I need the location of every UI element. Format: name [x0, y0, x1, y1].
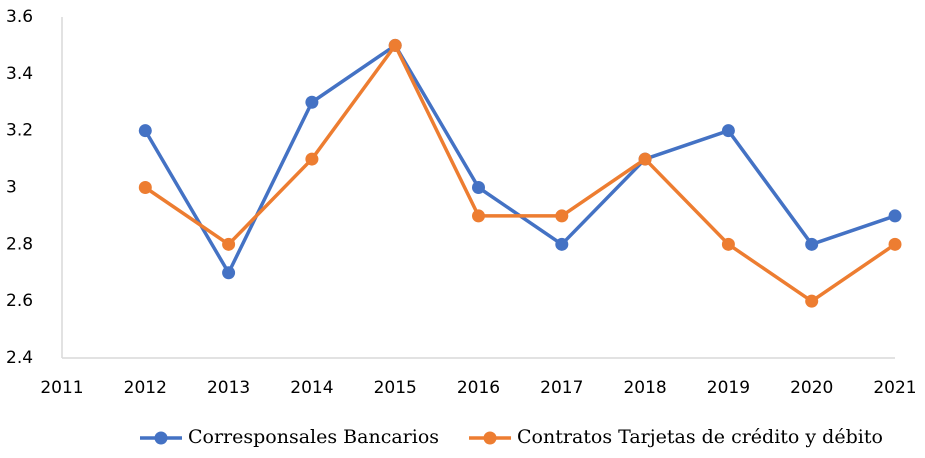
y-tick-label: 2.8: [6, 234, 33, 254]
data-point: [472, 181, 485, 194]
legend-label: Corresponsales Bancarios: [188, 426, 439, 448]
series-line: [143, 43, 896, 275]
x-tick-label: 2014: [290, 378, 333, 398]
y-tick-label: 3.4: [6, 64, 33, 84]
x-tick-label: 2017: [540, 378, 583, 398]
x-tick-label: 2020: [790, 378, 833, 398]
y-tick-label: 2.4: [6, 348, 33, 368]
x-tick-label: 2015: [374, 378, 417, 398]
data-point: [805, 294, 819, 308]
data-point: [222, 266, 236, 280]
legend-label: Contratos Tarjetas de crédito y débito: [517, 426, 883, 448]
data-point: [805, 237, 819, 251]
y-tick-label: 2.6: [6, 291, 33, 311]
data-point: [721, 124, 735, 138]
x-tick-label: 2012: [124, 378, 167, 398]
y-tick-label: 3.2: [6, 121, 33, 141]
x-tick-label: 2018: [623, 378, 666, 398]
data-point: [222, 237, 236, 251]
legend-marker: [483, 431, 497, 445]
data-point: [555, 209, 569, 223]
data-point: [638, 152, 652, 166]
series-line: [144, 43, 896, 303]
data-point: [305, 152, 319, 166]
data-point: [721, 237, 735, 251]
legend-marker: [154, 431, 168, 445]
data-point: [138, 181, 152, 194]
data-point: [388, 38, 402, 52]
data-point: [888, 237, 902, 251]
data-point: [305, 95, 319, 109]
data-point: [888, 209, 902, 223]
data-point: [472, 209, 485, 223]
x-tick-label: 2013: [207, 378, 250, 398]
y-tick-label: 3: [6, 178, 17, 198]
x-tick-label: 2016: [457, 378, 500, 398]
data-point: [138, 124, 152, 138]
x-tick-label: 2011: [40, 378, 83, 398]
x-tick-label: 2021: [873, 378, 916, 398]
y-tick-label: 3.6: [6, 7, 33, 27]
data-point: [555, 237, 569, 251]
x-tick-label: 2019: [707, 378, 750, 398]
